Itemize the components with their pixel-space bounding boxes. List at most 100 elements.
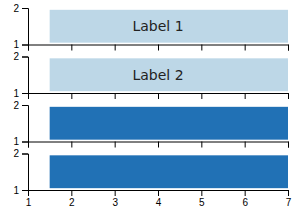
x-axis	[29, 45, 289, 51]
y-tick-mark	[22, 142, 28, 143]
x-tick-mark	[245, 93, 246, 99]
x-tick-mark	[71, 45, 72, 51]
x-axis-line	[29, 45, 289, 51]
x-tick-label: 5	[199, 197, 205, 208]
x-tick-mark	[158, 45, 159, 51]
x-tick	[288, 93, 289, 99]
x-tick	[71, 93, 72, 99]
x-axis-line	[29, 94, 289, 100]
y-tick-mark	[22, 45, 28, 46]
annotation: Label 2	[132, 67, 183, 83]
x-axis-line	[29, 142, 289, 148]
x-tick-mark	[201, 142, 202, 148]
x-tick-label: 7	[286, 197, 292, 208]
x-axis: 1 2 3 4 5 6 7	[26, 190, 292, 208]
bar	[50, 10, 288, 43]
x-tick	[71, 45, 72, 51]
y-axis: 12	[13, 148, 28, 196]
x-tick: 1	[26, 190, 32, 208]
y-tick: 1	[13, 88, 28, 99]
x-axis-line	[29, 191, 289, 197]
x-tick-mark	[201, 190, 202, 196]
x-tick-mark	[115, 45, 116, 51]
x-tick: 4	[156, 190, 162, 208]
x-tick	[288, 142, 289, 148]
x-tick: 7	[286, 190, 292, 208]
panel: 12Label 1	[13, 3, 288, 51]
x-tick-mark	[115, 93, 116, 99]
x-tick-mark	[158, 142, 159, 148]
x-tick-mark	[245, 142, 246, 148]
y-tick-label: 2	[13, 100, 19, 111]
x-axis	[29, 93, 289, 99]
y-tick-mark	[22, 57, 28, 58]
y-axis: 12	[13, 3, 28, 51]
x-tick-mark	[71, 93, 72, 99]
plot-area	[50, 107, 288, 140]
y-tick-mark	[22, 190, 28, 191]
x-tick	[288, 45, 289, 51]
y-tick-mark	[22, 154, 28, 155]
y-tick-label: 2	[13, 148, 19, 159]
y-axis: 12	[13, 51, 28, 98]
x-tick-mark	[288, 93, 289, 99]
panel: 123456712	[13, 148, 291, 208]
x-tick	[158, 93, 159, 99]
y-tick-label: 1	[13, 185, 19, 196]
y-tick-label: 1	[13, 88, 19, 99]
y-axis: 12	[13, 100, 28, 148]
y-tick-label: 2	[13, 3, 19, 14]
bar	[50, 107, 288, 140]
x-tick-mark	[201, 93, 202, 99]
x-tick-mark	[115, 190, 116, 196]
x-axis	[29, 142, 289, 148]
y-tick-label: 2	[13, 51, 19, 62]
y-tick-mark	[22, 93, 28, 94]
x-tick-mark	[245, 45, 246, 51]
panel: 12	[13, 100, 288, 148]
panel: 12Label 2	[13, 51, 288, 99]
y-tick: 1	[13, 136, 28, 147]
x-tick-label: 3	[112, 197, 118, 208]
x-tick-mark	[245, 190, 246, 196]
x-tick-mark	[288, 45, 289, 51]
x-tick-label: 1	[26, 197, 32, 208]
x-tick-mark	[158, 93, 159, 99]
x-tick	[115, 93, 116, 99]
x-tick-mark	[201, 45, 202, 51]
plot-area	[50, 155, 288, 188]
x-tick: 6	[242, 190, 248, 208]
bar	[50, 58, 288, 91]
y-tick-mark	[22, 8, 28, 9]
y-axis-line	[22, 57, 29, 94]
annotation: Label 1	[132, 18, 183, 34]
x-tick-label: 4	[156, 197, 162, 208]
x-tick-label: 6	[242, 197, 248, 208]
x-tick-mark	[115, 142, 116, 148]
x-tick-mark	[158, 190, 159, 196]
x-tick	[245, 142, 246, 148]
y-tick: 2	[13, 148, 28, 159]
x-tick-mark	[288, 142, 289, 148]
y-tick: 2	[13, 100, 28, 111]
y-tick-mark	[22, 105, 28, 106]
y-tick: 2	[13, 3, 28, 14]
y-tick-label: 1	[13, 136, 19, 147]
y-axis-line	[22, 9, 29, 46]
x-tick	[158, 45, 159, 51]
x-tick	[115, 142, 116, 148]
x-tick-mark	[71, 190, 72, 196]
x-tick	[201, 142, 202, 148]
x-tick	[115, 45, 116, 51]
x-tick	[201, 93, 202, 99]
y-axis-line	[22, 154, 29, 191]
y-tick: 1	[13, 185, 28, 196]
x-tick-mark	[71, 142, 72, 148]
y-tick-label: 1	[13, 39, 19, 50]
x-tick	[201, 45, 202, 51]
x-tick	[158, 142, 159, 148]
x-tick	[245, 45, 246, 51]
y-axis-line	[22, 106, 29, 143]
plot-area	[50, 58, 288, 91]
x-tick: 2	[69, 190, 75, 208]
